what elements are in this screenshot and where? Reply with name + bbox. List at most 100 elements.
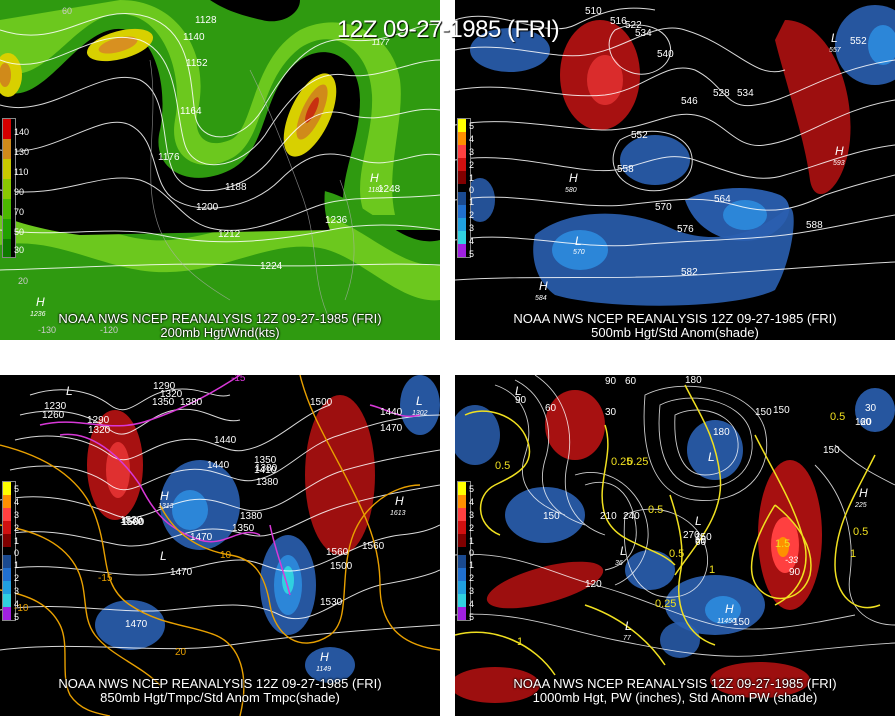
footer-source: NOAA NWS NCEP REANALYSIS 12Z 09-27-1985 … (513, 311, 837, 326)
legend-label: 1 (14, 536, 20, 546)
panel-200mb: 140 130 110 90 70 50 30 1128 1140 1152 1… (0, 0, 440, 340)
legend-label: 5 (469, 612, 475, 622)
footer-source: NOAA NWS NCEP REANALYSIS 12Z 09-27-1985 … (513, 676, 837, 691)
legend-label: 1 (14, 560, 20, 570)
legend-label: 3 (469, 586, 475, 596)
legend-swatch (3, 508, 11, 521)
legend-label: 4 (469, 134, 475, 144)
legend-swatch (458, 495, 466, 508)
legend-swatch (3, 139, 11, 159)
legend-swatch (458, 482, 466, 495)
legend-label: 5 (469, 484, 475, 494)
legend-swatch (458, 244, 466, 257)
legend-label: 0 (469, 548, 475, 558)
legend-swatch (3, 594, 11, 607)
legend-swatch (458, 555, 466, 568)
legend-label: 0 (14, 548, 20, 558)
legend-label: 4 (14, 599, 20, 609)
legend-swatch (458, 547, 466, 555)
legend-label: 130 (14, 147, 30, 157)
legend-swatch (3, 581, 11, 594)
legend-swatch (458, 171, 466, 184)
legend-swatch (458, 158, 466, 171)
legend-label: 4 (14, 497, 20, 507)
legend-swatch (458, 607, 466, 620)
legend-label: 5 (469, 249, 475, 259)
panel-850mb: 5 4 3 2 1 0 1 2 3 4 5 1230 1260 1290 132… (0, 375, 440, 716)
legend-swatch (458, 205, 466, 218)
legend-swatch (3, 239, 11, 257)
map-850mb (0, 375, 440, 716)
legend-swatch (3, 119, 11, 139)
legend-swatch (3, 555, 11, 568)
legend-swatch (458, 145, 466, 158)
legend-swatch (458, 184, 466, 192)
legend-label: 90 (14, 187, 25, 197)
legend-label: 5 (14, 612, 20, 622)
legend-swatch (3, 482, 11, 495)
legend-swatch (3, 534, 11, 547)
legend-swatch (3, 219, 11, 239)
legend-swatch (458, 132, 466, 145)
legend-label: 5 (469, 121, 475, 131)
legend-swatch (458, 581, 466, 594)
legend-swatch (3, 547, 11, 555)
legend-label: 110 (14, 167, 29, 177)
legend-label: 1 (469, 560, 475, 570)
legend-swatch (458, 568, 466, 581)
legend-label: 1 (469, 536, 475, 546)
legend-label: 2 (469, 160, 475, 170)
footer-product: 1000mb Hgt, PW (inches), Std Anom PW (sh… (532, 690, 818, 705)
legend-label: 1 (469, 173, 475, 183)
footer-product: 850mb Hgt/Tmpc/Std Anom Tmpc(shade) (100, 690, 340, 705)
panel-footer: NOAA NWS NCEP REANALYSIS 12Z 09-27-1985 … (0, 677, 440, 705)
panel-1000mb: 5 4 3 2 1 0 1 2 3 4 5 180 90 60 30 60 90… (455, 375, 895, 716)
panel-footer: NOAA NWS NCEP REANALYSIS 12Z 09-27-1985 … (0, 312, 440, 340)
map-1000mb (455, 375, 895, 703)
legend-swatch (3, 521, 11, 534)
legend-swatch (458, 534, 466, 547)
legend-swatch (458, 119, 466, 132)
legend-swatch (3, 159, 11, 179)
legend-swatch (3, 568, 11, 581)
legend-label: 70 (14, 207, 25, 217)
legend-label: 2 (469, 210, 475, 220)
legend-label: 3 (469, 223, 475, 233)
legend-swatch (3, 607, 11, 620)
legend-label: 1 (469, 197, 475, 207)
legend-swatch (3, 179, 11, 199)
legend-label: 4 (469, 599, 475, 609)
legend-label: 30 (14, 245, 25, 255)
legend-label: 3 (469, 147, 475, 157)
legend-label: 5 (14, 484, 20, 494)
legend-swatch (458, 594, 466, 607)
legend-swatch (458, 231, 466, 244)
legend-label: 50 (14, 227, 25, 237)
legend-label: 3 (14, 586, 20, 596)
legend-anom (457, 481, 471, 621)
legend-swatch (458, 508, 466, 521)
legend-swatch (458, 192, 466, 205)
legend-label: 2 (469, 523, 475, 533)
legend-label: 4 (469, 497, 475, 507)
legend-swatch (458, 521, 466, 534)
legend-label: 3 (14, 510, 20, 520)
legend-label: 0 (469, 185, 475, 195)
map-200mb (0, 0, 440, 340)
panel-footer: NOAA NWS NCEP REANALYSIS 12Z 09-27-1985 … (455, 677, 895, 705)
legend-anom (457, 118, 471, 258)
page-title: 12Z 09-27-1985 (FRI) (337, 16, 560, 43)
legend-swatch (3, 199, 11, 219)
footer-source: NOAA NWS NCEP REANALYSIS 12Z 09-27-1985 … (58, 311, 382, 326)
panel-500mb: 5 4 3 2 1 0 1 2 3 4 5 510 516 522 534 54… (455, 0, 895, 340)
legend-label: 2 (14, 573, 20, 583)
legend-label: 2 (14, 523, 20, 533)
footer-source: NOAA NWS NCEP REANALYSIS 12Z 09-27-1985 … (58, 676, 382, 691)
legend-label: 3 (469, 510, 475, 520)
map-500mb (455, 5, 895, 306)
legend-wind (2, 118, 16, 258)
legend-label: 2 (469, 573, 475, 583)
legend-label: 140 (14, 127, 30, 137)
legend-anom (2, 481, 16, 621)
legend-label: 4 (469, 236, 475, 246)
